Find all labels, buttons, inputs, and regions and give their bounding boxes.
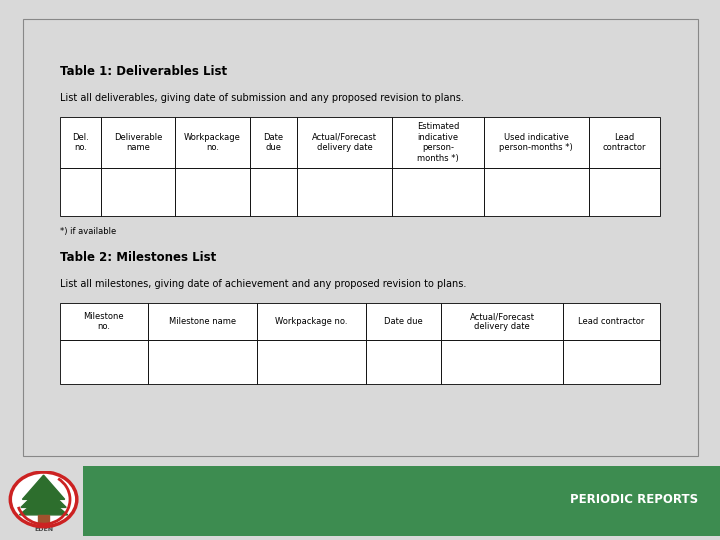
Text: Milestone
no.: Milestone no. [84, 312, 125, 332]
Text: EDEN: EDEN [34, 526, 53, 532]
Text: Estimated
indicative
person-
months *): Estimated indicative person- months *) [417, 123, 459, 163]
Text: Date due: Date due [384, 318, 423, 326]
Bar [589, 117, 660, 167]
Text: Actual/Forecast
delivery date: Actual/Forecast delivery date [312, 133, 377, 152]
Bar [0, 462, 83, 540]
Bar [563, 340, 660, 384]
Bar [101, 117, 176, 167]
Text: *) if available: *) if available [60, 227, 117, 235]
Text: List all deliverables, giving date of submission and any proposed revision to pl: List all deliverables, giving date of su… [60, 93, 464, 103]
Bar [366, 340, 441, 384]
Bar [60, 303, 148, 340]
Text: Workpackage
no.: Workpackage no. [184, 133, 241, 152]
Text: Used indicative
person-months *): Used indicative person-months *) [500, 133, 573, 152]
Bar [392, 117, 484, 167]
Bar [392, 167, 484, 215]
Bar [60, 167, 101, 215]
Text: Workpackage no.: Workpackage no. [275, 318, 348, 326]
Text: Deliverable
name: Deliverable name [114, 133, 162, 152]
Text: Date
due: Date due [264, 133, 284, 152]
Text: PERIODIC REPORTS: PERIODIC REPORTS [570, 493, 698, 506]
Bar [366, 303, 441, 340]
Bar [484, 117, 589, 167]
Bar [60, 117, 101, 167]
Bar [176, 167, 250, 215]
Polygon shape [22, 475, 65, 500]
Bar [83, 465, 720, 536]
Bar [101, 167, 176, 215]
Bar [441, 303, 563, 340]
Bar [250, 167, 297, 215]
Bar [297, 117, 392, 167]
Bar [148, 303, 257, 340]
Bar [148, 340, 257, 384]
Bar [257, 303, 366, 340]
Bar [176, 117, 250, 167]
Polygon shape [21, 485, 66, 508]
Text: Actual/Forecast
delivery date: Actual/Forecast delivery date [469, 312, 535, 332]
Bar [250, 117, 297, 167]
Text: Table 1: Deliverables List: Table 1: Deliverables List [60, 65, 228, 78]
Circle shape [10, 472, 77, 526]
Bar [484, 167, 589, 215]
Text: Table 2: Milestones List: Table 2: Milestones List [60, 251, 217, 264]
Text: Del.
no.: Del. no. [72, 133, 89, 152]
Bar [589, 167, 660, 215]
Bar [441, 340, 563, 384]
Bar [297, 167, 392, 215]
Text: List all milestones, giving date of achievement and any proposed revision to pla: List all milestones, giving date of achi… [60, 279, 467, 289]
Text: Lead contractor: Lead contractor [578, 318, 644, 326]
Bar [257, 340, 366, 384]
Bar [60, 340, 148, 384]
Polygon shape [19, 495, 68, 515]
Bar [563, 303, 660, 340]
Bar [38, 515, 49, 526]
Text: Lead
contractor: Lead contractor [603, 133, 646, 152]
Text: Milestone name: Milestone name [168, 318, 236, 326]
